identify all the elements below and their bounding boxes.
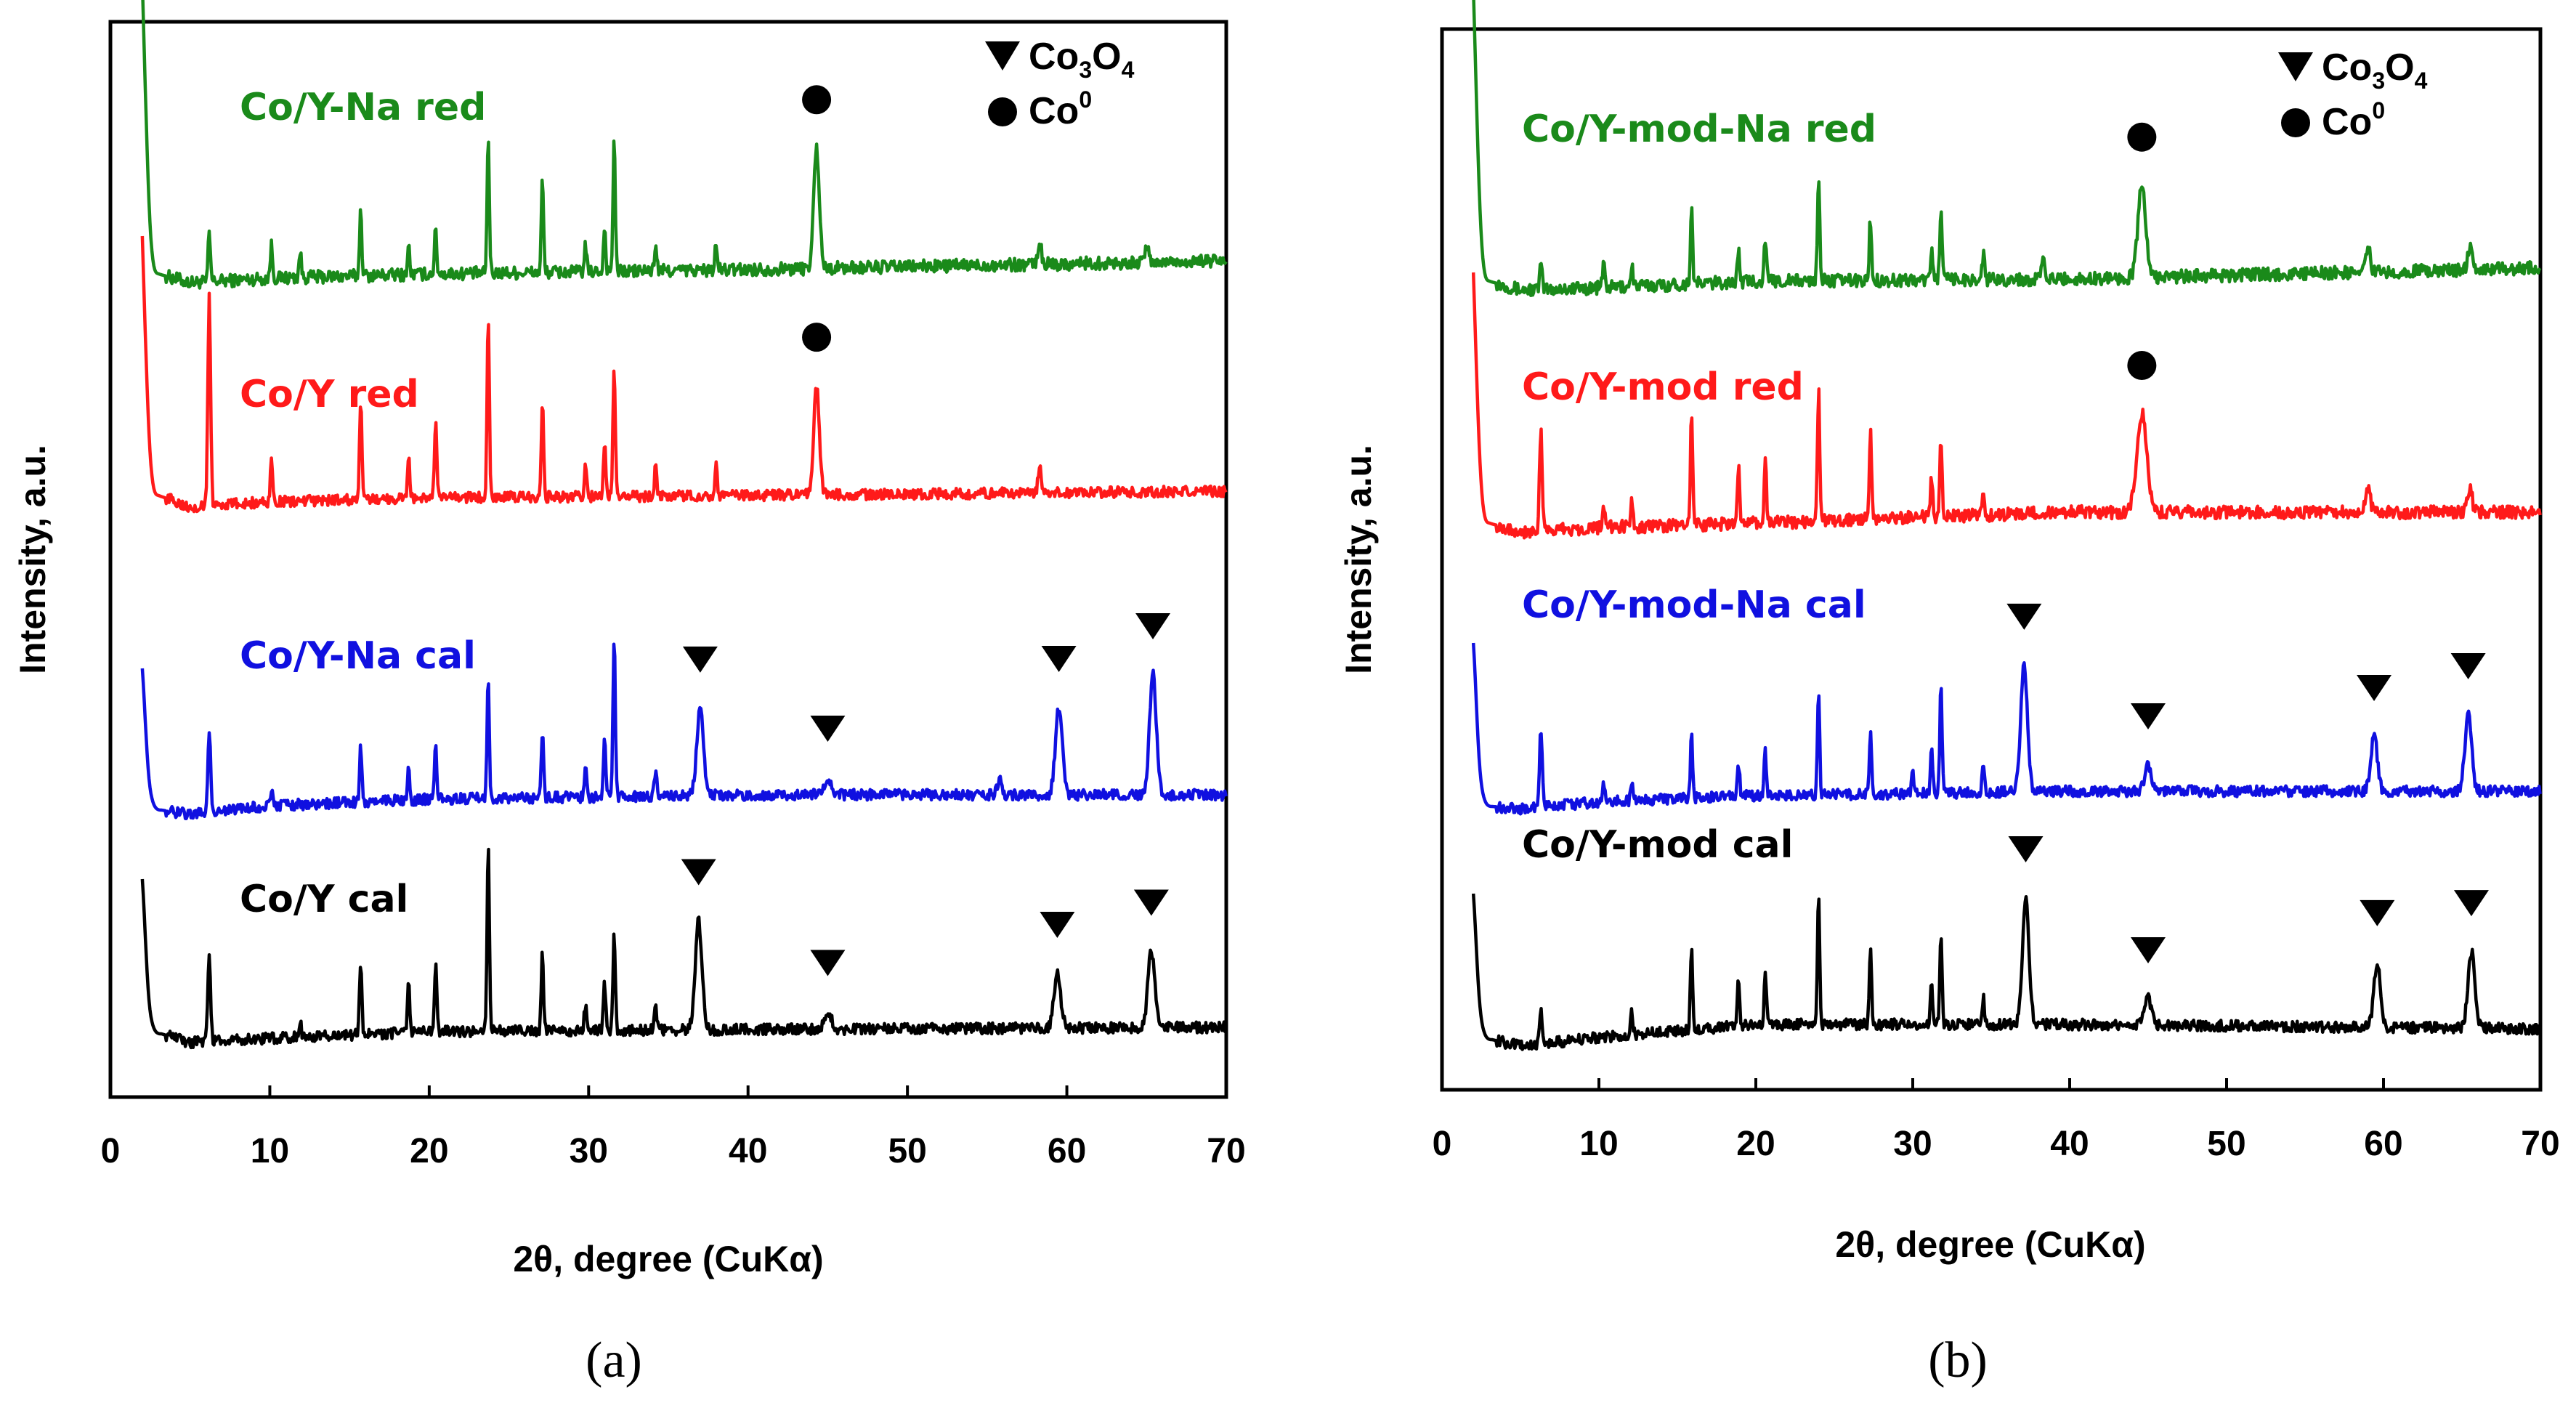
panel-caption-b: (b)	[1928, 1332, 1988, 1388]
co3o4-peak-marker	[2450, 653, 2486, 679]
x-tick-label: 20	[1736, 1125, 1775, 1163]
co3o4-peak-marker	[682, 646, 718, 673]
series-group-a	[140, 0, 1228, 1050]
co3o4-peak-marker	[2131, 703, 2166, 729]
co3o4-peak-marker	[810, 950, 846, 976]
series-label: Co/Y-mod cal	[1522, 823, 1793, 867]
series-labels-b: Co/Y-mod-Na red Co/Y-mod red Co/Y-mod-Na c…	[1522, 108, 1876, 867]
legend-label: Co3O4	[1029, 36, 1135, 83]
series-line-co-y-na-cal	[140, 642, 1228, 821]
co3o4-peak-marker	[1133, 889, 1169, 916]
x-tick-label: 70	[2521, 1125, 2559, 1163]
series-line-co-y-mod-na-cal	[1471, 642, 2542, 816]
x-tick-label: 30	[570, 1132, 608, 1170]
co0-peak-marker	[2127, 351, 2157, 380]
panel-caption-a: (a)	[586, 1332, 642, 1388]
x-axis-title-a: 2θ, degree (CuKα)	[513, 1239, 823, 1279]
x-tick-label: 40	[729, 1132, 767, 1170]
co3o4-peak-marker	[810, 716, 846, 742]
co0-peak-marker	[2127, 122, 2157, 152]
series-label: Co/Y-mod-Na cal	[1522, 583, 1866, 627]
series-line-co-y-red	[140, 235, 1228, 514]
co0-peak-marker	[802, 85, 832, 115]
co0-peak-marker	[802, 323, 832, 352]
x-tick-label: 60	[2364, 1125, 2402, 1163]
co3o4-peak-marker	[2006, 603, 2042, 630]
plot-frame-a	[108, 20, 1228, 1099]
plot-frame-b	[1440, 27, 2543, 1092]
series-line-co-y-na-red	[141, 0, 1228, 290]
series-label: Co/Y-mod-Na red	[1522, 108, 1876, 151]
x-tick-label: 20	[410, 1132, 448, 1170]
x-tick-label: 10	[1579, 1125, 1618, 1163]
series-line-co-y-mod-cal	[1471, 893, 2541, 1051]
x-axis-title-b: 2θ, degree (CuKα)	[1835, 1224, 2145, 1265]
series-label: Co/Y-Na red	[240, 86, 486, 129]
legend-triangle-marker	[985, 41, 1020, 70]
x-tick-label: 30	[1893, 1125, 1932, 1163]
series-label: Co/Y cal	[240, 878, 408, 921]
x-tick-label: 40	[2050, 1125, 2089, 1163]
series-line-co-y-mod-na-red	[1472, 0, 2542, 298]
co3o4-peak-marker	[2360, 899, 2395, 926]
co3o4-peak-marker	[1040, 912, 1075, 939]
panel-b: 0 10 20 30 40 50 60 70 Co/Y-mod-Na red Co/Y-mod …	[1338, 0, 2560, 1388]
legend-label: Co0	[1029, 86, 1092, 132]
x-ticks-b: 0 10 20 30 40 50 60 70	[1433, 1078, 2560, 1163]
y-axis-title-a: Intensity, a.u.	[12, 445, 53, 674]
co3o4-peak-marker	[2131, 937, 2166, 963]
x-ticks-a: 0 10 20 30 40 50 60 70	[101, 1085, 1246, 1170]
x-tick-label: 0	[1433, 1125, 1452, 1163]
x-tick-label: 70	[1207, 1132, 1245, 1170]
series-label: Co/Y red	[240, 373, 419, 416]
x-tick-label: 60	[1048, 1132, 1086, 1170]
legend-label: Co3O4	[2322, 46, 2428, 94]
markers-group-a	[681, 85, 1171, 976]
legend-triangle-marker	[2278, 52, 2313, 81]
x-tick-label: 50	[2207, 1125, 2245, 1163]
y-axis-title-b: Intensity, a.u.	[1338, 445, 1379, 674]
co3o4-peak-marker	[2453, 890, 2489, 917]
x-tick-label: 10	[251, 1132, 289, 1170]
co3o4-peak-marker	[681, 859, 716, 886]
x-tick-label: 0	[101, 1132, 121, 1170]
legend-circle-marker	[988, 97, 1017, 126]
series-line-co-y-mod-red	[1471, 272, 2542, 540]
co3o4-peak-marker	[2357, 675, 2392, 701]
legend-label: Co0	[2322, 97, 2385, 143]
series-labels-a: Co/Y-Na red Co/Y red Co/Y-Na cal Co/Y cal	[240, 86, 486, 921]
co3o4-peak-marker	[2008, 836, 2044, 862]
series-line-co-y-cal	[140, 847, 1228, 1050]
markers-group-b	[2006, 122, 2489, 963]
co3o4-peak-marker	[1041, 646, 1077, 672]
series-group-b	[1471, 0, 2542, 1051]
x-tick-label: 50	[888, 1132, 926, 1170]
legend-circle-marker	[2281, 108, 2310, 137]
series-label: Co/Y-Na cal	[240, 634, 476, 678]
co3o4-peak-marker	[1135, 613, 1171, 639]
series-label: Co/Y-mod red	[1522, 365, 1804, 409]
